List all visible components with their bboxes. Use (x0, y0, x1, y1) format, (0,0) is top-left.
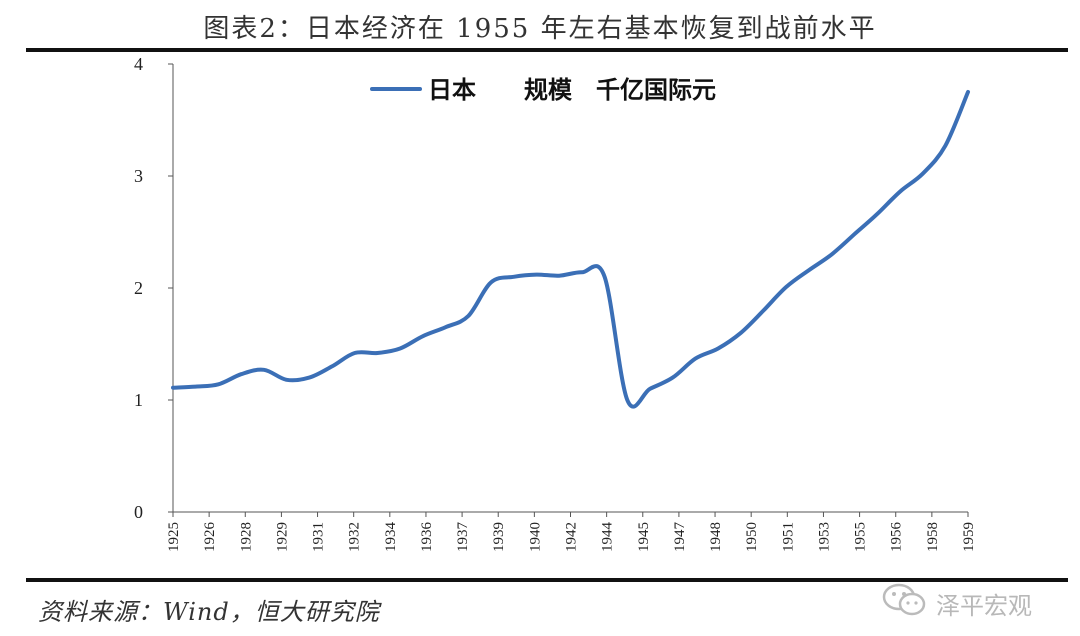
x-tick-label: 1948 (708, 522, 724, 552)
y-axis-ticks: 0 1 2 3 4 (134, 54, 173, 522)
top-rule (26, 48, 1068, 52)
x-tick-label: 1928 (238, 522, 254, 552)
y-tick-label: 4 (134, 54, 143, 74)
x-axis-ticks: 1925 1926 1928 1929 1931 1932 1934 1936 1937 1939… (166, 512, 977, 552)
x-tick-label: 1945 (636, 522, 652, 552)
x-tick-label: 1929 (274, 522, 290, 552)
series-layer (171, 90, 970, 409)
x-tick-label: 1932 (347, 522, 363, 552)
wechat-icon (882, 583, 926, 616)
x-tick-label: 1942 (564, 522, 580, 552)
x-tick-label: 1955 (853, 522, 869, 552)
axes (172, 64, 968, 513)
x-tick-label: 1958 (925, 522, 941, 552)
y-tick-label: 1 (134, 390, 143, 410)
x-tick-label: 1950 (744, 522, 760, 552)
x-tick-label: 1937 (455, 522, 471, 553)
y-tick-label: 2 (134, 278, 143, 298)
watermark: 泽平宏观 (880, 580, 1060, 620)
x-tick-label: 1926 (202, 522, 218, 553)
legend-label: 日本 规模 千亿国际元 (428, 76, 716, 104)
x-tick-label: 1953 (816, 522, 832, 552)
x-tick-label: 1925 (166, 522, 182, 552)
x-tick-label: 1944 (600, 522, 616, 553)
x-tick-label: 1951 (780, 522, 796, 552)
x-tick-label: 1934 (383, 522, 399, 553)
x-tick-label: 1940 (527, 522, 543, 552)
watermark-text: 泽平宏观 (936, 592, 1032, 620)
x-tick-label: 1947 (672, 522, 688, 553)
y-tick-label: 3 (134, 166, 143, 186)
y-tick-label: 0 (134, 502, 143, 522)
x-tick-label: 1956 (889, 522, 905, 553)
x-tick-label: 1939 (491, 522, 507, 552)
bottom-rule (26, 578, 1068, 582)
x-tick-label: 1931 (311, 522, 327, 552)
legend: 日本 规模 千亿国际元 (370, 76, 716, 104)
x-tick-label: 1959 (961, 522, 977, 552)
source-note: 资料来源：Wind，恒大研究院 (38, 598, 380, 626)
x-tick-label: 1936 (419, 522, 435, 553)
chart-title: 图表2：日本经济在 1955 年左右基本恢复到战前水平 (203, 14, 877, 44)
series-line-0 (171, 90, 970, 409)
